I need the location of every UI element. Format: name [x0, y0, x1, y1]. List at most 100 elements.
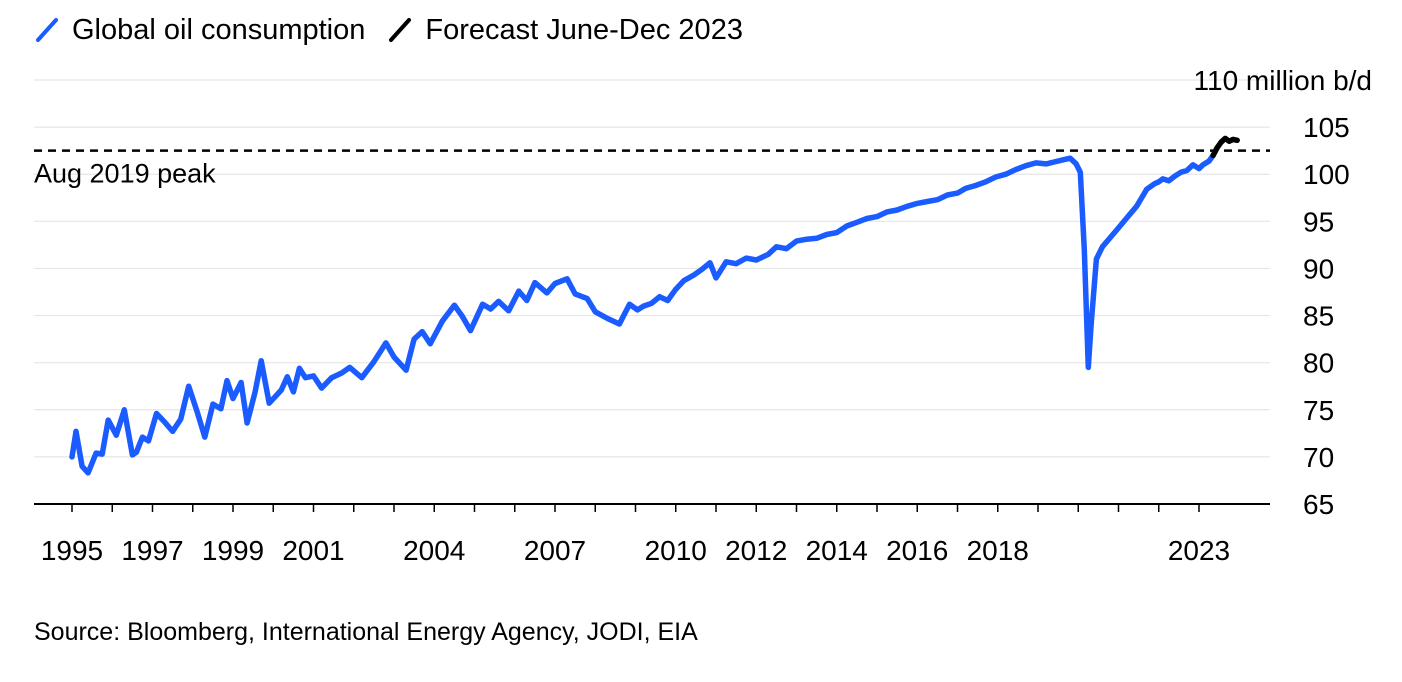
consumption-point-136	[1206, 158, 1212, 164]
forecast-point-1	[1214, 145, 1220, 151]
consumption-point-52	[488, 306, 493, 312]
forecast-point-2	[1218, 139, 1224, 145]
x-tick-label-1999: 1999	[202, 535, 264, 566]
consumption-point-99	[935, 197, 940, 202]
consumption-point-129	[1166, 178, 1172, 184]
consumption-point-25	[244, 420, 250, 426]
grid-layer	[34, 79, 1270, 458]
consumption-point-72	[673, 286, 678, 292]
consumption-point-92	[864, 216, 870, 221]
consumption-point-134	[1196, 166, 1202, 171]
y-tick-label-90: 90	[1303, 253, 1334, 284]
consumption-point-68	[641, 303, 646, 309]
consumption-point-45	[419, 329, 425, 334]
consumption-point-133	[1190, 162, 1196, 167]
consumption-point-16	[178, 417, 183, 422]
consumption-point-44	[411, 336, 417, 342]
consumption-point-106	[1003, 172, 1008, 177]
consumption-point-109	[1033, 160, 1039, 166]
consumption-point-35	[319, 385, 324, 391]
y-tick-label-65: 65	[1303, 489, 1334, 520]
consumption-point-125	[1144, 187, 1149, 192]
consumption-point-111	[1051, 159, 1057, 165]
consumption-point-15	[170, 429, 175, 434]
consumption-point-53	[496, 299, 501, 304]
consumption-point-93	[874, 214, 880, 219]
forecast-point-3	[1222, 136, 1228, 141]
x-tick-label-2001: 2001	[282, 535, 344, 566]
consumption-point-115	[1078, 170, 1083, 175]
consumption-point-33	[303, 375, 308, 380]
consumption-point-113	[1068, 156, 1073, 161]
consumption-point-30	[285, 374, 290, 379]
consumption-point-63	[593, 309, 598, 314]
consumption-point-107	[1013, 167, 1019, 172]
consumption-point-119	[1094, 256, 1099, 262]
consumption-point-24	[238, 380, 244, 385]
consumption-point-80	[743, 255, 749, 261]
consumption-point-22	[224, 378, 230, 383]
label-layer: 65 70 75 80 85 90 95 100 105 110 million b/d 1995 1…	[34, 65, 1372, 566]
consumption-point-47	[440, 319, 445, 324]
consumption-point-87	[814, 236, 819, 241]
consumption-point-62	[585, 296, 590, 301]
consumption-point-4	[93, 450, 99, 456]
consumption-point-131	[1178, 170, 1184, 175]
consumption-point-13	[154, 411, 159, 416]
forecast-point-5	[1231, 137, 1236, 142]
consumption-point-77	[713, 275, 719, 281]
legend-line-consumption	[36, 18, 58, 42]
consumption-point-51	[480, 302, 485, 307]
consumption-point-124	[1134, 204, 1139, 209]
consumption-point-59	[552, 281, 558, 286]
chart-legend: Global oil consumption Forecast June-Dec…	[34, 12, 765, 48]
consumption-point-49	[460, 314, 465, 319]
consumption-point-27	[258, 358, 264, 363]
y-tick-label-70: 70	[1303, 442, 1334, 473]
consumption-point-0	[69, 454, 75, 460]
consumption-point-6	[106, 417, 111, 423]
consumption-point-65	[617, 321, 622, 327]
y-tick-label-105: 105	[1303, 112, 1350, 143]
consumption-point-122	[1116, 225, 1121, 231]
consumption-point-17	[186, 384, 191, 389]
consumption-point-57	[532, 280, 538, 285]
consumption-point-50	[468, 328, 473, 333]
consumption-point-121	[1108, 235, 1113, 240]
y-tick-label-95: 95	[1303, 206, 1334, 237]
consumption-point-11	[140, 434, 145, 440]
consumption-point-114	[1074, 161, 1079, 167]
consumption-point-91	[854, 220, 860, 225]
consumption-point-83	[774, 244, 779, 249]
consumption-point-67	[635, 307, 640, 313]
consumption-point-108	[1023, 163, 1029, 168]
consumption-point-40	[371, 359, 377, 364]
consumption-point-96	[904, 204, 910, 209]
consumption-point-37	[339, 370, 344, 376]
consumption-point-2	[79, 464, 85, 469]
consumption-point-34	[311, 373, 316, 379]
legend-item-forecast: Forecast June-Dec 2023	[387, 14, 743, 47]
x-tick-label-2016: 2016	[886, 535, 948, 566]
legend-swatch-forecast	[389, 18, 412, 42]
consumption-point-127	[1156, 179, 1161, 184]
consumption-point-110	[1043, 161, 1049, 167]
consumption-point-95	[894, 207, 900, 213]
x-tick-label-2014: 2014	[806, 535, 868, 566]
consumption-point-19	[202, 434, 208, 440]
consumption-point-130	[1172, 173, 1178, 179]
consumption-point-46	[428, 341, 433, 347]
consumption-point-10	[134, 449, 139, 455]
consumption-point-9	[130, 452, 135, 458]
consumption-point-69	[649, 301, 654, 306]
x-tick-label-2007: 2007	[524, 535, 586, 566]
consumption-point-97	[915, 201, 920, 206]
legend-line-forecast	[389, 18, 412, 42]
consumption-point-56	[524, 298, 530, 303]
legend-item-consumption: Global oil consumption	[34, 14, 365, 47]
consumption-point-39	[359, 375, 364, 380]
line-chart: 65 70 75 80 85 90 95 100 105 110 million b/d 1995 1…	[34, 65, 1372, 566]
peak-annotation-label: Aug 2019 peak	[34, 159, 216, 189]
consumption-point-31	[291, 389, 296, 395]
consumption-point-117	[1086, 365, 1091, 370]
